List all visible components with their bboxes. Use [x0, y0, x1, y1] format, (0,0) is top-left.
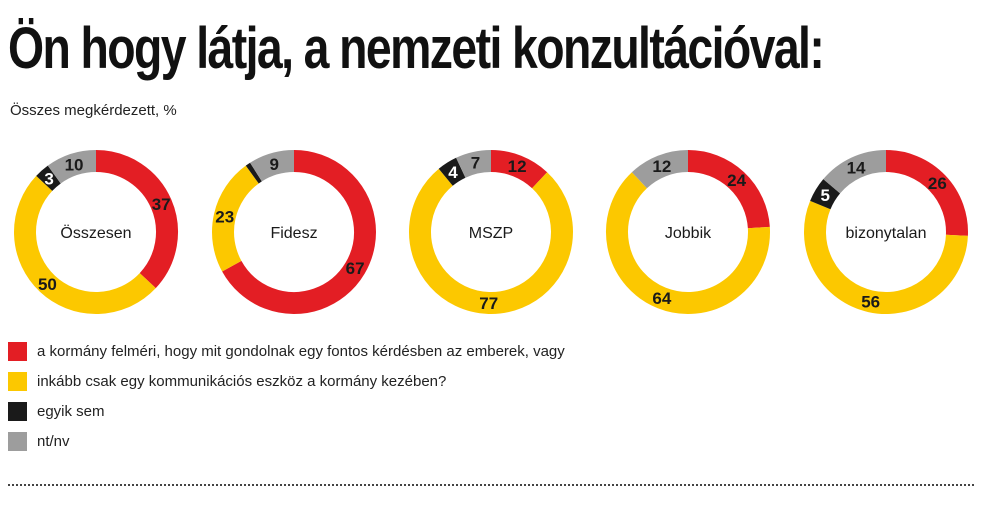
donut-segment-0-red	[95, 150, 178, 289]
donut-segment-2-black	[438, 157, 466, 186]
data-label-4-black: 5	[821, 186, 830, 205]
donut-segment-3-red	[687, 150, 770, 229]
data-label-0-yellow: 50	[38, 275, 57, 294]
donut-charts-svg: 37 50 3 10 Összesen 67 23 9 Fidesz 12 77 4 7 MSZP 24 64…	[14, 150, 968, 314]
donut-segment-0-black	[36, 165, 61, 192]
donut-segment-1-red	[222, 150, 376, 314]
donut-center-label-3: Jobbik	[665, 225, 712, 242]
donut-segment-2-gray	[456, 150, 492, 178]
donut-segment-1-yellow	[212, 165, 260, 272]
data-label-0-red: 37	[152, 195, 171, 214]
donut-center-label-0: Összesen	[60, 224, 131, 242]
data-label-1-gray: 9	[269, 155, 278, 174]
data-label-0-black: 3	[44, 170, 53, 189]
data-label-3-yellow: 64	[652, 289, 671, 308]
legend-label-black: egyik sem	[37, 402, 105, 420]
donut-segment-4-black	[810, 179, 841, 210]
legend-label-gray: nt/nv	[37, 432, 70, 450]
data-label-0-gray: 10	[65, 155, 84, 174]
legend-item-red: a kormány felméri, hogy mit gondolnak eg…	[8, 336, 565, 366]
data-label-4-gray: 14	[847, 159, 866, 178]
legend-swatch-yellow	[8, 371, 27, 391]
donut-center-label-4: bizonytalan	[846, 225, 927, 242]
donut-segment-0-yellow	[14, 175, 156, 314]
data-label-2-red: 12	[508, 157, 527, 176]
legend-swatch-gray	[8, 431, 27, 451]
data-label-2-black: 4	[448, 163, 458, 182]
page-title: Ön hogy látja, a nemzeti konzultációval:	[8, 16, 825, 81]
data-label-4-yellow: 56	[861, 292, 880, 311]
data-label-1-yellow: 23	[215, 208, 234, 227]
legend-item-yellow: inkább csak egy kommunikációs eszköz a k…	[8, 366, 565, 396]
donut-segment-4-red	[885, 150, 968, 236]
legend-swatch-red	[8, 341, 27, 361]
donut-segment-2-red	[490, 150, 548, 189]
legend-label-red: a kormány felméri, hogy mit gondolnak eg…	[37, 342, 565, 360]
donut-segment-4-gray	[823, 150, 887, 194]
legend-label-yellow: inkább csak egy kommunikációs eszköz a k…	[37, 372, 447, 390]
donut-segment-3-yellow	[606, 172, 770, 314]
legend: a kormány felméri, hogy mit gondolnak eg…	[8, 336, 565, 456]
dotted-separator	[8, 484, 974, 486]
donut-segment-2-yellow	[409, 168, 573, 314]
legend-swatch-black	[8, 401, 27, 421]
data-label-3-red: 24	[727, 171, 746, 190]
data-label-1-red: 67	[346, 259, 365, 278]
donut-segment-3-gray	[631, 150, 689, 189]
donut-segment-0-gray	[47, 150, 97, 184]
donut-center-label-2: MSZP	[469, 225, 513, 242]
legend-item-gray: nt/nv	[8, 426, 565, 456]
data-label-2-yellow: 77	[479, 294, 498, 313]
donut-charts: 37 50 3 10 Összesen 67 23 9 Fidesz 12 77 4 7 MSZP 24 64…	[0, 134, 1000, 334]
donut-segment-4-yellow	[804, 200, 968, 314]
donut-segment-1-black	[245, 162, 262, 184]
data-label-3-gray: 12	[652, 157, 671, 176]
data-label-4-red: 26	[928, 174, 947, 193]
data-label-2-gray: 7	[471, 154, 480, 173]
donut-segment-1-gray	[250, 150, 295, 182]
donut-center-label-1: Fidesz	[270, 225, 317, 242]
chart-subtitle: Összes megkérdezett, %	[10, 102, 177, 119]
legend-item-black: egyik sem	[8, 396, 565, 426]
